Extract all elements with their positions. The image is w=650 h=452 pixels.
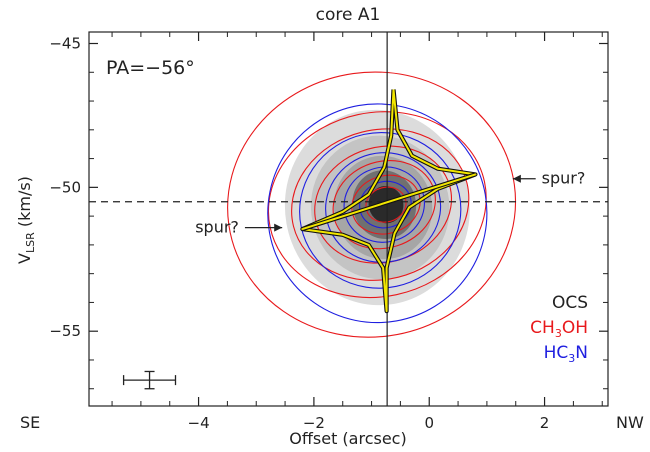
ch3oh-contour-level-3 xyxy=(291,128,470,281)
spur-annotation-arrowhead xyxy=(512,174,521,183)
ocs-emission xyxy=(284,109,470,306)
axis-ticks: −4 −2 0 2 −55 −50 −45 xyxy=(49,32,608,432)
legend-entry-ocs: OCS xyxy=(552,293,588,313)
x-tick-label: 0 xyxy=(424,414,434,432)
y-tick-label: −50 xyxy=(49,178,81,196)
model-diagonal-line xyxy=(302,173,476,231)
x-axis-label: Offset (arcsec) xyxy=(289,429,406,448)
reference-lines xyxy=(89,32,608,406)
x-tick-label: 2 xyxy=(540,414,550,432)
x-tick-label: −4 xyxy=(188,414,210,432)
spur-annotation-label: spur? xyxy=(542,169,586,188)
corner-label-nw: NW xyxy=(616,413,644,432)
legend-hc3n-sub: 3 xyxy=(568,352,575,365)
hc3n-contour-level-1 xyxy=(267,103,488,324)
annotations: spur? spur? xyxy=(122,169,586,390)
corner-label-se: SE xyxy=(20,413,40,432)
spur-annotation-label: spur? xyxy=(195,218,239,237)
x-tick-label: −2 xyxy=(303,414,325,432)
chart-title: core A1 xyxy=(316,5,381,25)
y-tick-label: −55 xyxy=(49,322,81,340)
y-axis-label-main: V xyxy=(15,253,34,264)
y-axis-label-unit: (km/s) xyxy=(15,176,34,232)
hc3n-contour-level-2 xyxy=(299,132,462,289)
legend-entry-ch3oh: CH3OH xyxy=(530,318,588,340)
ch3oh-contour-level-1 xyxy=(227,71,517,338)
legend-ch3oh-sub: 3 xyxy=(555,327,562,340)
model-curve-line xyxy=(301,89,477,313)
spur-annotation-arrowhead xyxy=(274,223,283,232)
legend-entry-hc3n: HC3N xyxy=(544,343,588,365)
legend-ch3oh-rest: OH xyxy=(562,318,588,338)
model-curve xyxy=(300,89,478,314)
legend: OCS CH3OH HC3N xyxy=(530,293,588,365)
legend-hc3n-rest: N xyxy=(575,343,588,363)
legend-hc3n-main: HC xyxy=(544,343,569,363)
y-axis-label-sub: LSR xyxy=(24,232,37,253)
y-axis-label: VLSR (km/s) xyxy=(15,176,37,264)
plot-frame xyxy=(88,31,609,407)
legend-ch3oh-main: CH xyxy=(530,318,555,338)
position-angle-label: PA=−56° xyxy=(106,57,195,79)
legend-ocs-label: OCS xyxy=(552,293,588,313)
y-tick-label: −45 xyxy=(49,35,81,53)
